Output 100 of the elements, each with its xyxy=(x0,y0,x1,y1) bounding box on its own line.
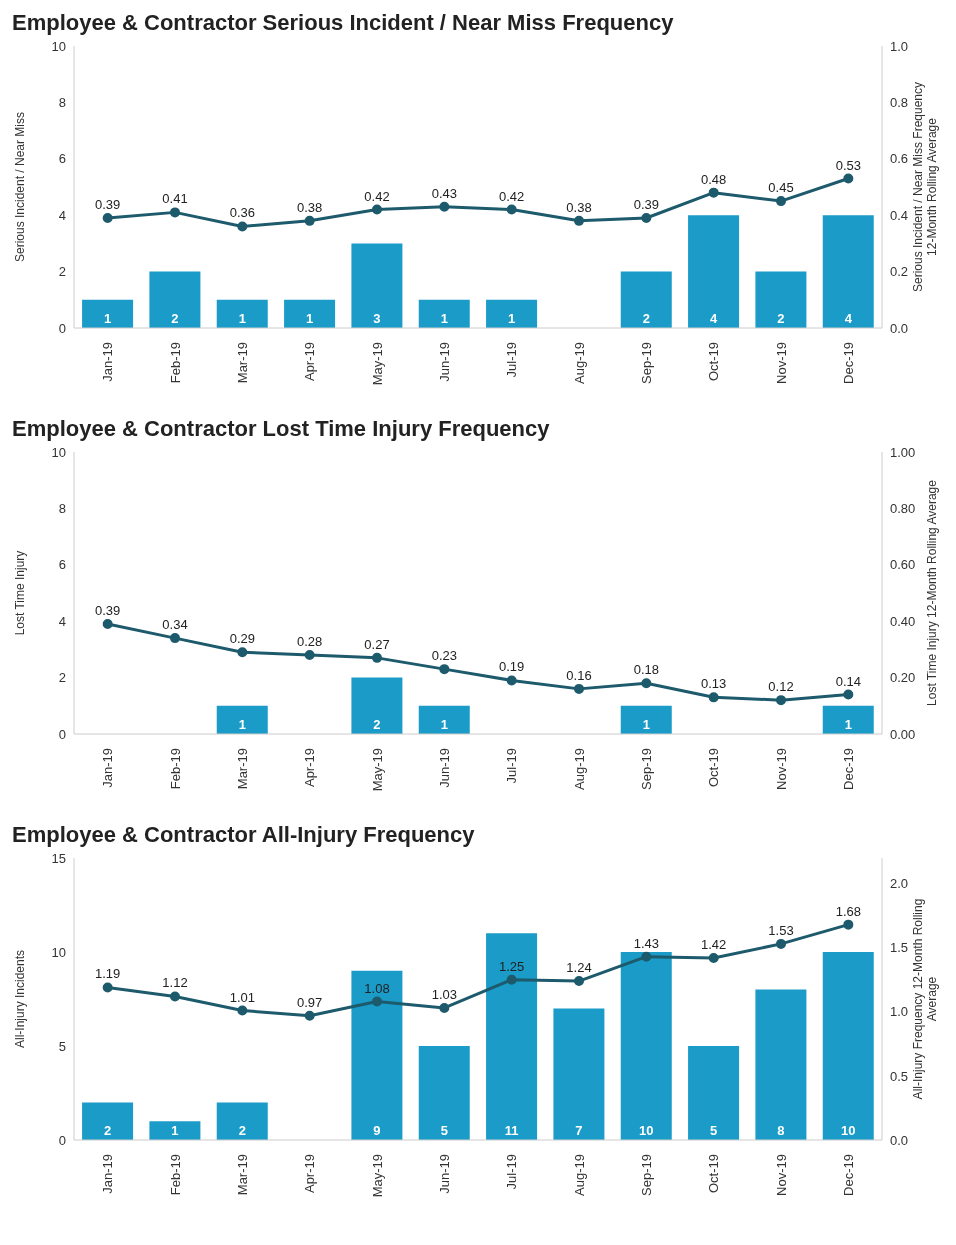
point xyxy=(102,619,113,630)
point xyxy=(506,204,517,215)
y-tick-label: 2 xyxy=(58,264,66,280)
data-label: 4 xyxy=(709,311,718,326)
y-tick-label: 0 xyxy=(58,726,66,742)
x-tick-label: May-19 xyxy=(369,1154,385,1198)
y-tick-label: 4 xyxy=(58,207,66,223)
data-label: 3 xyxy=(373,311,381,326)
bar xyxy=(553,1008,605,1140)
y2-tick-label: 0.8 xyxy=(890,95,909,111)
x-tick-label: Nov-19 xyxy=(773,748,789,790)
point xyxy=(574,976,584,987)
point xyxy=(372,996,382,1007)
point xyxy=(170,991,180,1002)
y2-tick-label: 0.4 xyxy=(890,207,909,223)
point xyxy=(237,221,248,232)
x-tick-label: Sep-19 xyxy=(638,1154,654,1196)
y2-tick-label: 0.5 xyxy=(890,1068,909,1084)
y-tick-label: 8 xyxy=(58,95,66,111)
data-label: 1.03 xyxy=(431,986,457,1002)
y-tick-label: 0 xyxy=(58,1132,66,1148)
data-label: 1 xyxy=(103,311,112,326)
point xyxy=(170,207,180,218)
bar xyxy=(688,1046,740,1140)
y2-tick-label: 1.0 xyxy=(890,38,909,54)
data-label: 1 xyxy=(238,717,246,732)
y-tick-label: 2 xyxy=(58,670,66,686)
y2-axis-title: Serious Incident / Near Miss Frequency 12-Month Rolling Average xyxy=(911,81,939,293)
point xyxy=(304,215,315,226)
data-label: 0.16 xyxy=(566,667,592,683)
y2-tick-label: 0.20 xyxy=(890,670,916,686)
data-label: 0.38 xyxy=(297,199,323,215)
data-label: 0.28 xyxy=(297,634,323,650)
data-label: 10 xyxy=(841,1123,856,1138)
data-label: 4 xyxy=(844,311,853,326)
data-label: 1.43 xyxy=(633,935,659,951)
y2-tick-label: 1.00 xyxy=(890,444,916,460)
point xyxy=(237,1005,248,1016)
point xyxy=(237,647,248,658)
x-tick-label: Jul-19 xyxy=(504,748,520,784)
data-label: 2 xyxy=(642,311,650,326)
x-tick-label: Dec-19 xyxy=(840,748,856,790)
x-tick-label: Jan-19 xyxy=(100,342,116,382)
bar xyxy=(620,271,672,328)
data-label: 0.19 xyxy=(499,659,525,675)
data-label: 0.39 xyxy=(95,197,121,213)
data-label: 1 xyxy=(305,311,314,326)
y-tick-label: 10 xyxy=(51,444,66,460)
x-tick-label: Sep-19 xyxy=(638,342,654,384)
x-tick-label: Jan-19 xyxy=(100,1154,116,1194)
y-tick-label: 6 xyxy=(58,557,66,573)
bar xyxy=(822,215,874,328)
y-axis-title: Lost Time Injury xyxy=(13,550,27,636)
x-tick-label: Dec-19 xyxy=(840,342,856,384)
data-label: 0.45 xyxy=(768,180,794,196)
bar xyxy=(216,1102,268,1140)
x-tick-label: Mar-19 xyxy=(234,1154,250,1196)
data-label: 1 xyxy=(440,717,448,732)
y2-axis-title: Lost Time Injury 12-Month Rolling Average xyxy=(925,479,939,706)
data-label: 0.23 xyxy=(431,648,457,664)
x-tick-label: Apr-19 xyxy=(302,1154,318,1194)
data-label: 0.42 xyxy=(364,188,390,204)
y2-tick-label: 2.0 xyxy=(890,876,909,892)
point xyxy=(641,678,652,689)
bar xyxy=(486,933,538,1140)
x-tick-label: May-19 xyxy=(369,748,385,792)
data-label: 1 xyxy=(440,311,448,326)
bar xyxy=(82,1102,134,1140)
y-tick-label: 10 xyxy=(51,38,66,54)
data-label: 2 xyxy=(238,1123,246,1138)
y2-tick-label: 0.40 xyxy=(890,613,916,629)
x-tick-label: Mar-19 xyxy=(234,342,250,384)
y-tick-label: 4 xyxy=(58,613,66,629)
data-label: 1.24 xyxy=(566,960,592,976)
data-label: 0.36 xyxy=(229,205,255,221)
y2-tick-label: 0.6 xyxy=(890,151,909,167)
data-label: 1 xyxy=(642,717,650,732)
point xyxy=(170,633,180,644)
data-label: 5 xyxy=(709,1123,718,1138)
x-tick-label: Jul-19 xyxy=(504,1154,520,1190)
bar xyxy=(82,299,134,328)
x-tick-label: Mar-19 xyxy=(234,748,250,790)
y-axis-title: Serious Incident / Near Miss xyxy=(13,111,27,263)
data-label: 1 xyxy=(507,311,516,326)
y2-tick-label: 1.5 xyxy=(890,940,909,956)
bar xyxy=(418,299,470,328)
y2-tick-label: 0.80 xyxy=(890,501,916,517)
data-label: 1.68 xyxy=(835,903,861,919)
chart-title: Employee & Contractor Serious Incident / Near Miss Frequency xyxy=(11,9,675,37)
x-tick-label: Aug-19 xyxy=(571,748,587,790)
y-tick-label: 0 xyxy=(58,320,66,336)
x-tick-label: Dec-19 xyxy=(840,1154,856,1196)
bar xyxy=(620,952,672,1140)
x-tick-label: Jan-19 xyxy=(100,748,116,788)
x-tick-label: Oct-19 xyxy=(706,1154,722,1194)
point xyxy=(641,213,652,224)
data-label: 8 xyxy=(777,1123,785,1138)
x-tick-label: Jun-19 xyxy=(436,748,452,788)
y-tick-label: 15 xyxy=(51,850,66,866)
data-label: 1.19 xyxy=(95,966,121,982)
